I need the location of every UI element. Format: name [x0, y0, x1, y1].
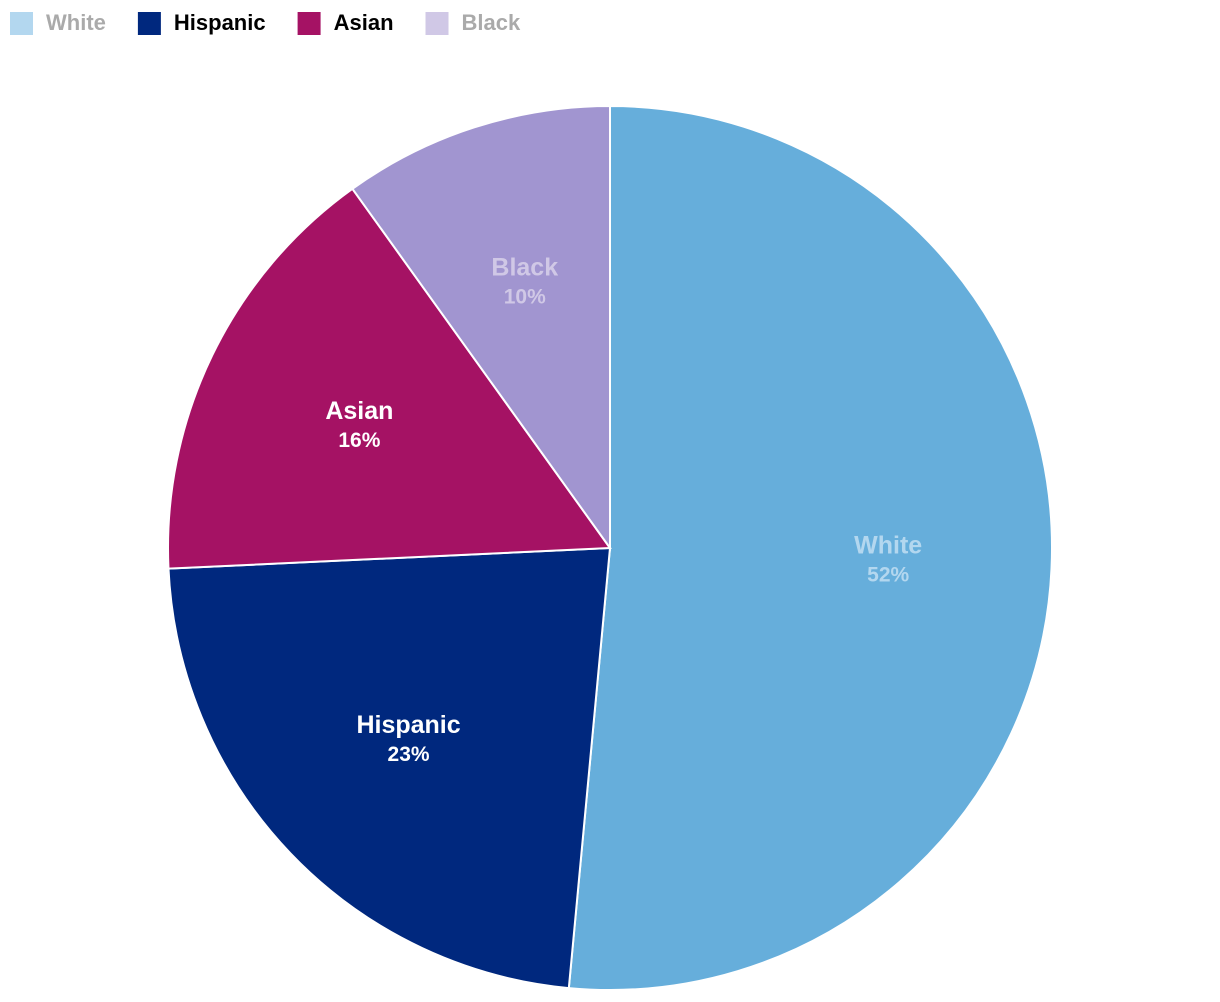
pie-slice: [351, 104, 611, 552]
legend-label: Hispanic: [174, 10, 266, 35]
pie-slice: [167, 546, 612, 990]
legend-swatch: [425, 12, 449, 35]
slice-label: Black: [491, 254, 558, 282]
legend-swatch: [297, 12, 321, 35]
slice-value-label: 52%: [867, 564, 909, 587]
legend-swatch: [10, 12, 33, 35]
legend-label: Asian: [334, 10, 394, 35]
legend-label: White: [46, 10, 106, 35]
slice-label: Asian: [325, 397, 393, 425]
legend-label: Black: [462, 10, 521, 35]
slice-label: White: [854, 532, 922, 560]
pie-slice: [567, 104, 1053, 991]
slice-value-label: 10%: [504, 285, 546, 308]
legend-swatch: [137, 12, 161, 35]
slice-value-label: 16%: [338, 429, 380, 452]
slice-label: Hispanic: [356, 711, 460, 739]
pie-slice: [167, 187, 612, 570]
slice-value-label: 23%: [388, 743, 430, 766]
